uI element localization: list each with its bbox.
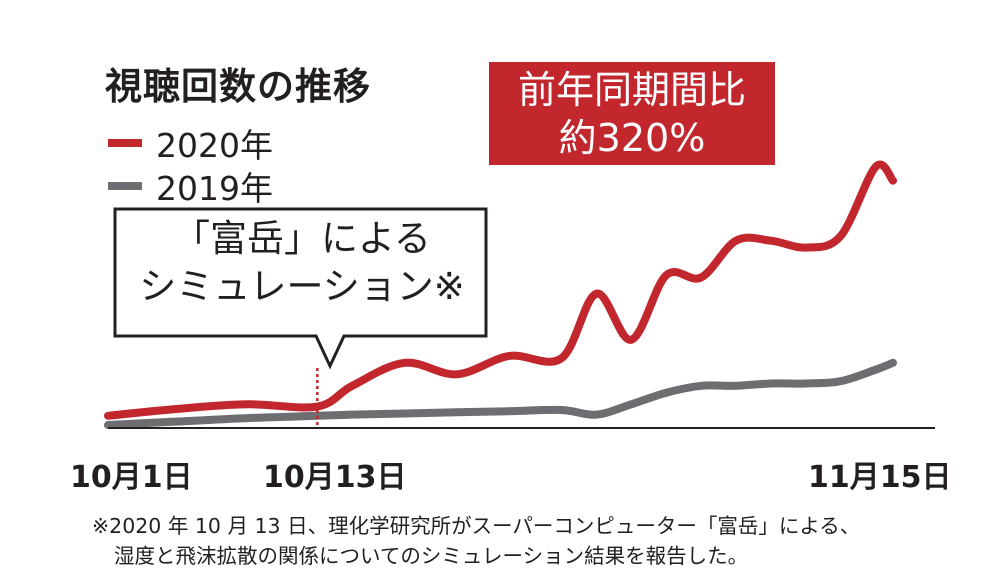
legend-item-2020: 2020年 [108, 119, 273, 167]
x-tick-label-oct-13: 10月13日 [263, 460, 407, 495]
legend-swatch-2020 [108, 139, 142, 147]
badge-line-1: 前年同期間比 [517, 68, 746, 112]
annotation-line-2: シミュレーション※ [139, 265, 465, 308]
badge-line-2: 約320% [558, 116, 706, 160]
comparison-badge: 前年同期間比 約320% [489, 62, 775, 165]
legend-label-2020: 2020年 [156, 126, 273, 165]
footnote-line-1: ※2020 年 10 月 13 日、理化学研究所がスーパーコンピューター「富岳」… [92, 514, 861, 538]
legend-item-2019: 2019年 [108, 162, 273, 210]
legend-swatch-2019 [108, 182, 142, 190]
chart-title: 視聴回数の推移 [105, 65, 371, 108]
footnote: ※2020 年 10 月 13 日、理化学研究所がスーパーコンピューター「富岳」… [92, 511, 860, 571]
series-line-2019 [104, 358, 897, 429]
footnote-line-2: 湿度と飛沫拡散の関係についてのシミュレーション結果を報告した。 [114, 544, 749, 568]
annotation-callout-box [113, 207, 488, 370]
annotation-text: 「富岳」による シミュレーション※ [122, 215, 482, 311]
annotation-line-1: 「富岳」による [173, 217, 431, 260]
legend-label-2019: 2019年 [156, 169, 273, 208]
series-line-2020 [104, 160, 897, 420]
x-tick-label-nov-15: 11月15日 [808, 460, 952, 495]
x-tick-label-oct-1: 10月1日 [70, 460, 193, 495]
